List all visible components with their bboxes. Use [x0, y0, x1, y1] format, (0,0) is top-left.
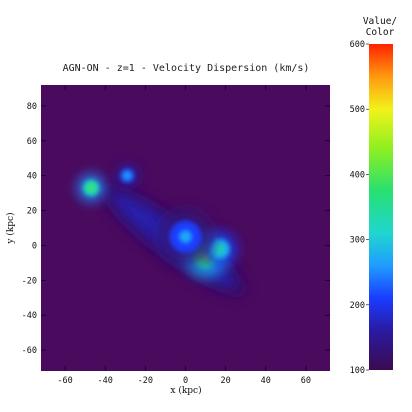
x-tick-label: -40 — [98, 376, 113, 386]
blob-peak-2 — [124, 172, 131, 179]
y-axis-ticks: -60 -40 -20 0 20 40 60 80 — [22, 102, 330, 356]
y-axis-label: y (kpc) — [5, 212, 16, 244]
x-tick-label: 20 — [221, 376, 231, 386]
chart-title: AGN-ON - z=1 - Velocity Dispersion (km/s… — [63, 63, 310, 74]
blob-peak-4 — [215, 244, 224, 253]
x-tick-label: 60 — [301, 376, 311, 386]
colorbar-tick-label: 400 — [350, 170, 365, 180]
y-tick-label: -40 — [22, 311, 37, 321]
x-axis-label: x (kpc) — [170, 385, 201, 396]
colorbar-gradient — [369, 44, 393, 370]
plot-area: -60 -40 -20 0 20 40 60 -60 -40 -20 0 20 40 60 80 — [22, 85, 330, 386]
x-tick-label: -60 — [57, 376, 72, 386]
y-tick-label: 40 — [27, 172, 37, 182]
colorbar-tick-label: 500 — [350, 105, 365, 115]
y-tick-label: 20 — [27, 207, 37, 217]
colorbar-ticks: 100 200 300 400 500 600 — [350, 40, 369, 376]
colorbar: Value/ Color 100 200 300 400 500 600 — [350, 16, 398, 376]
colorbar-title-line-1: Value/ — [363, 16, 397, 27]
blob-peak-1 — [87, 184, 95, 192]
y-tick-label: 80 — [27, 102, 37, 112]
x-tick-label: 0 — [183, 376, 188, 386]
colorbar-title-line-2: Color — [366, 27, 395, 38]
y-tick-label: -20 — [22, 276, 37, 286]
blob-peak-5 — [179, 230, 192, 244]
colorbar-tick-label: 300 — [350, 236, 365, 246]
x-axis-ticks: -60 -40 -20 0 20 40 60 — [57, 85, 311, 386]
x-tick-label: -20 — [138, 376, 153, 386]
y-tick-label: 0 — [32, 241, 37, 251]
colorbar-tick-label: 600 — [350, 40, 365, 50]
colorbar-tick-label: 100 — [350, 366, 365, 376]
y-tick-label: 60 — [27, 137, 37, 147]
density-features — [76, 163, 247, 298]
colorbar-tick-label: 200 — [350, 301, 365, 311]
y-tick-label: -60 — [22, 346, 37, 356]
x-tick-label: 40 — [261, 376, 271, 386]
